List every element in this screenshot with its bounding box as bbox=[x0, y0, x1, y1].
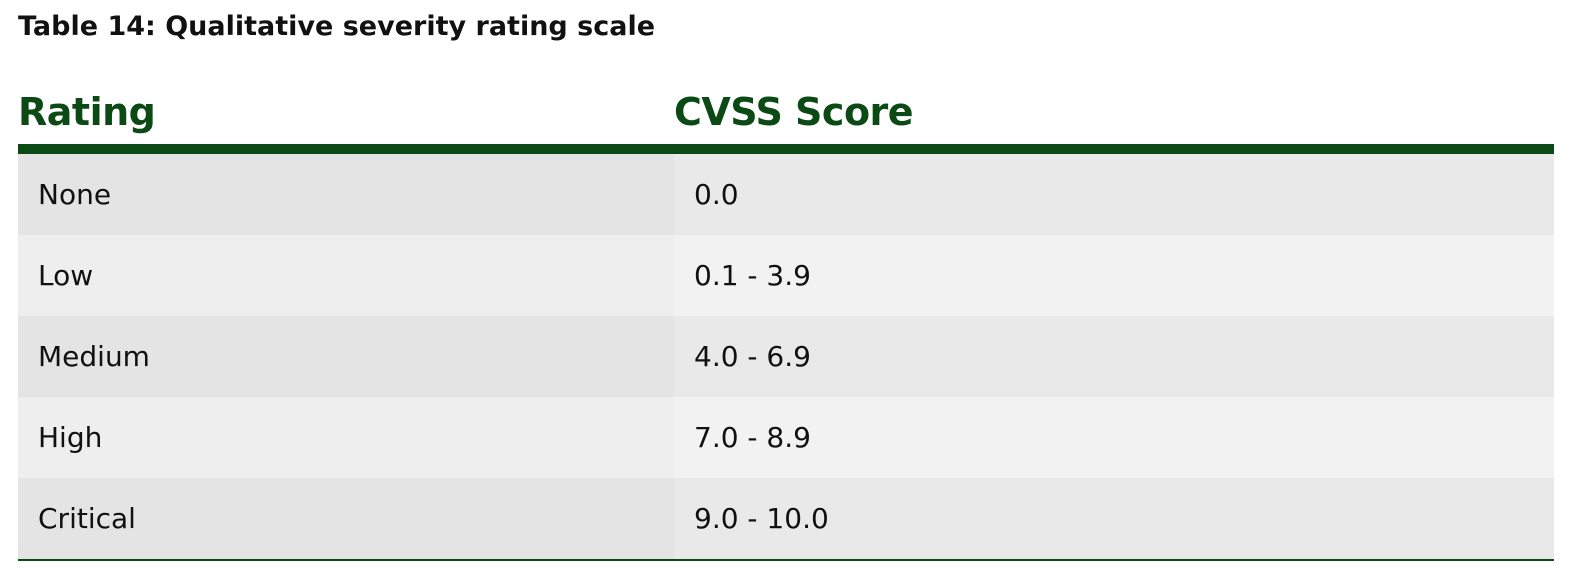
score-cell: 0.1 - 3.9 bbox=[674, 235, 1554, 316]
rating-cell: Critical bbox=[18, 478, 674, 561]
table-row: None 0.0 bbox=[18, 149, 1554, 235]
table-row: Low 0.1 - 3.9 bbox=[18, 235, 1554, 316]
table-caption: Table 14: Qualitative severity rating sc… bbox=[18, 11, 656, 42]
table-header: Rating CVSS Score bbox=[18, 80, 1554, 154]
severity-table-container: Rating CVSS Score None 0.0 Low 0.1 - 3.9… bbox=[18, 80, 1554, 561]
table-row: Medium 4.0 - 6.9 bbox=[18, 316, 1554, 397]
score-cell: 7.0 - 8.9 bbox=[674, 397, 1554, 478]
rating-cell: Low bbox=[18, 235, 674, 316]
table-row: High 7.0 - 8.9 bbox=[18, 397, 1554, 478]
table-row: Critical 9.0 - 10.0 bbox=[18, 478, 1554, 561]
header-cvss-score: CVSS Score bbox=[674, 80, 1554, 154]
rating-cell: Medium bbox=[18, 316, 674, 397]
rating-cell: High bbox=[18, 397, 674, 478]
score-cell: 9.0 - 10.0 bbox=[674, 478, 1554, 561]
rating-cell: None bbox=[18, 149, 674, 235]
table-body: None 0.0 Low 0.1 - 3.9 Medium 4.0 - 6.9 … bbox=[18, 149, 1554, 561]
score-cell: 4.0 - 6.9 bbox=[674, 316, 1554, 397]
severity-rating-table: Rating CVSS Score None 0.0 Low 0.1 - 3.9… bbox=[18, 80, 1554, 561]
header-rating: Rating bbox=[18, 80, 674, 154]
header-row: Rating CVSS Score bbox=[18, 80, 1554, 154]
score-cell: 0.0 bbox=[674, 149, 1554, 235]
